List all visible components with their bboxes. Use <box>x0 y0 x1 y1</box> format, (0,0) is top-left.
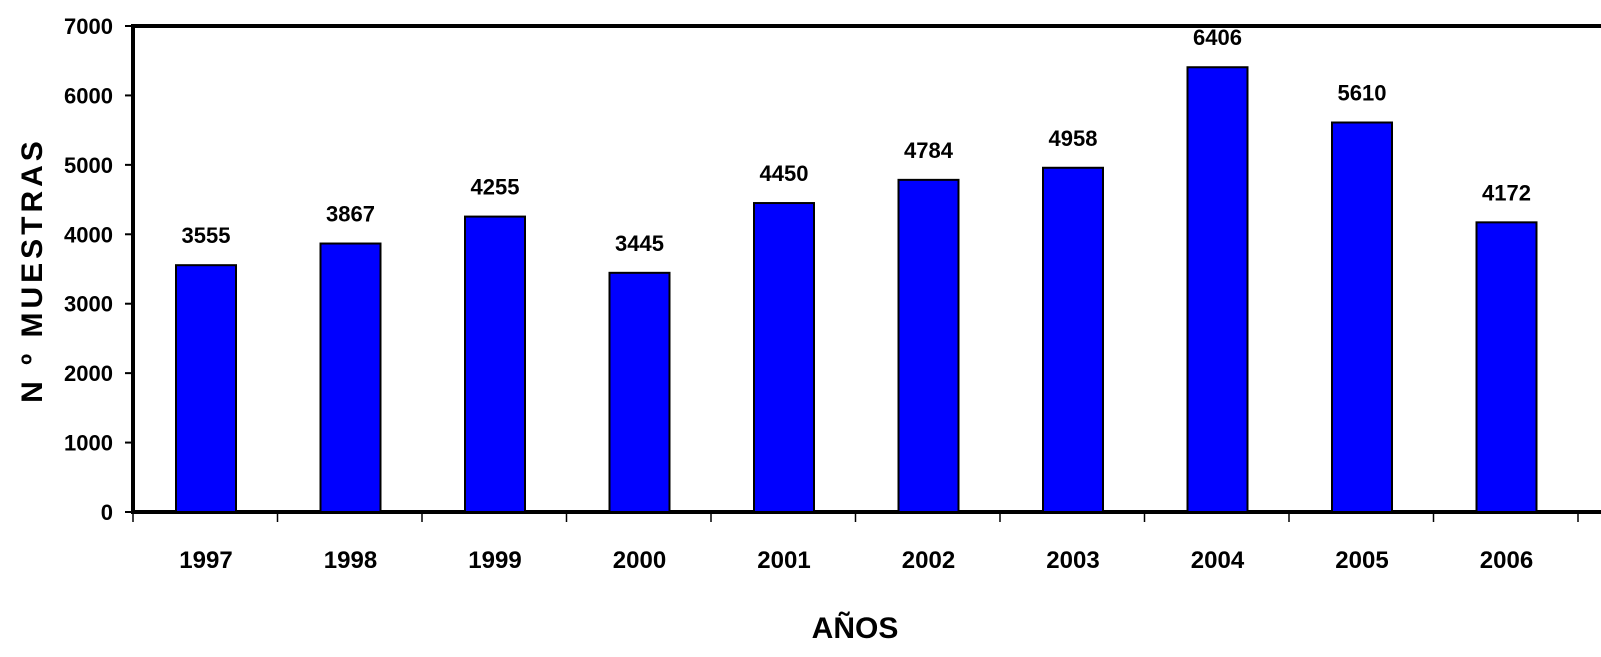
data-label-2002: 4784 <box>904 138 954 163</box>
bar-2000 <box>608 271 671 513</box>
bar-1998 <box>319 242 382 513</box>
bars <box>175 66 1538 514</box>
y-tick-label: 1000 <box>64 431 113 456</box>
y-tick-label: 4000 <box>64 222 113 247</box>
x-axis-ticks: 1997 1998 1999 2000 2001 2002 2003 2004 2005 2006 <box>132 512 1579 574</box>
data-label-1998: 3867 <box>326 202 375 227</box>
bar-1997 <box>175 264 237 513</box>
data-label-2005: 5610 <box>1338 81 1387 106</box>
y-tick-label: 7000 <box>64 14 113 39</box>
y-tick-label: 6000 <box>64 83 113 108</box>
data-label-2004: 6406 <box>1193 25 1242 50</box>
data-label-2001: 4450 <box>760 161 809 186</box>
x-axis-title: AÑOS <box>812 611 899 645</box>
x-tick-label-1999: 1999 <box>468 547 521 574</box>
bar-2001 <box>753 202 815 514</box>
y-tick-label: 3000 <box>64 292 113 317</box>
y-tick-label: 0 <box>101 500 113 525</box>
y-tick-label: 2000 <box>64 361 113 386</box>
x-tick-label-2005: 2005 <box>1335 547 1388 574</box>
bar-2003 <box>1042 166 1104 514</box>
x-tick-label-2000: 2000 <box>613 547 666 574</box>
x-tick-label-2002: 2002 <box>902 547 955 574</box>
data-labels: 3555 3867 4255 3445 4450 4784 4958 6406 5610 4172 <box>182 25 1531 256</box>
x-tick-label-1997: 1997 <box>179 547 232 574</box>
data-label-2000: 3445 <box>615 231 664 256</box>
y-tick-label: 5000 <box>64 153 113 178</box>
x-tick-label-1998: 1998 <box>324 547 377 574</box>
data-label-2003: 4958 <box>1049 126 1098 151</box>
bar-1999 <box>464 215 526 513</box>
bar-2006 <box>1475 221 1538 513</box>
bar-2005 <box>1331 121 1393 514</box>
y-axis-title: N º MUESTRAS <box>16 137 49 403</box>
y-axis-ticks: 0 1000 2000 3000 4000 5000 6000 7000 <box>64 14 133 525</box>
x-tick-label-2003: 2003 <box>1046 547 1099 574</box>
bar-2002 <box>897 178 960 513</box>
data-label-1997: 3555 <box>182 223 231 248</box>
x-tick-label-2004: 2004 <box>1191 547 1245 574</box>
x-tick-label-2006: 2006 <box>1480 547 1533 574</box>
x-tick-label-2001: 2001 <box>757 547 810 574</box>
bar-2004 <box>1186 66 1249 513</box>
data-label-1999: 4255 <box>471 175 520 200</box>
data-label-2006: 4172 <box>1482 180 1531 205</box>
